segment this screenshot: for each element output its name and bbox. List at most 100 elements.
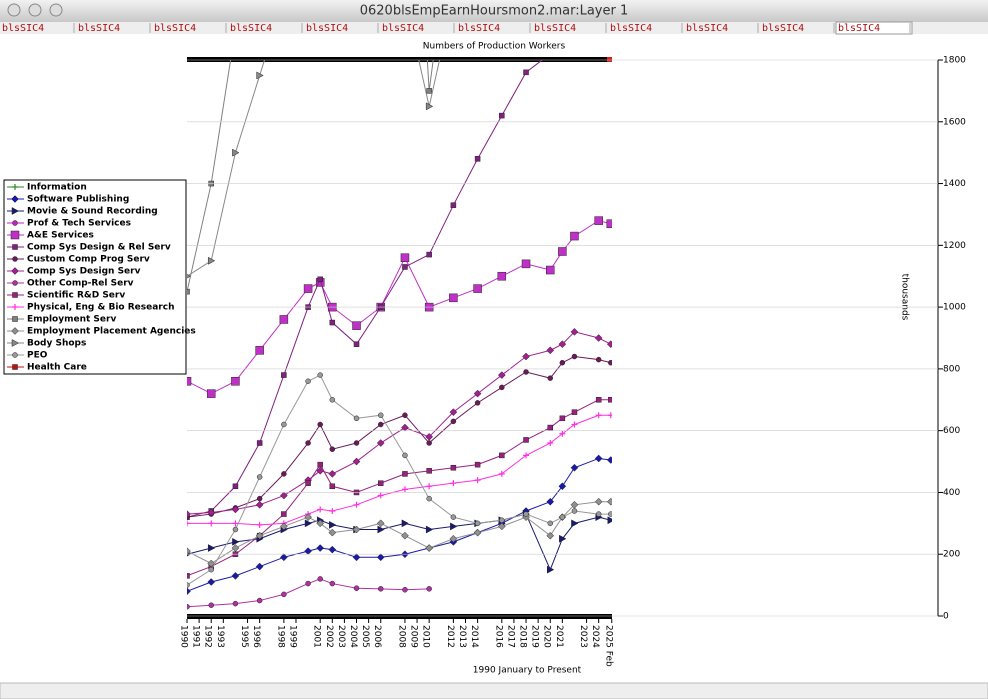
marker <box>559 359 566 366</box>
marker <box>499 112 505 119</box>
marker <box>12 220 18 226</box>
y-tick-label: 200 <box>943 550 960 560</box>
marker <box>329 483 336 490</box>
marker <box>187 376 192 386</box>
x-tick-label: 2001 <box>312 625 322 648</box>
marker <box>377 480 384 486</box>
marker <box>329 580 336 587</box>
tab-label[interactable]: blsSIC4 <box>534 23 576 34</box>
marker <box>232 483 239 490</box>
x-tick-label: 2012 <box>445 625 455 648</box>
close-button[interactable] <box>7 3 21 17</box>
marker <box>426 468 432 474</box>
tab-label[interactable]: blsSIC4 <box>78 23 120 34</box>
title-bar <box>0 0 988 22</box>
legend-label: Comp Sys Design Serv <box>27 267 141 277</box>
legend-label: Employment Serv <box>27 315 116 325</box>
x-tick-label: 2005 <box>360 625 370 648</box>
legend-label: Employment Placement Agencies <box>27 327 196 337</box>
minimize-button[interactable] <box>28 3 42 17</box>
marker <box>559 430 566 437</box>
x-tick-label: 2004 <box>348 625 358 648</box>
legend-label: Scientific R&D Serv <box>27 291 125 301</box>
legend-label: Custom Comp Prog Serv <box>27 255 150 265</box>
marker <box>521 259 531 269</box>
marker <box>608 397 612 403</box>
marker <box>474 461 481 468</box>
marker <box>377 586 384 592</box>
marker <box>546 497 555 506</box>
marker <box>353 501 360 508</box>
marker <box>329 397 336 403</box>
marker <box>305 480 311 486</box>
plot-area <box>187 60 612 610</box>
marker <box>304 519 313 528</box>
marker <box>402 586 408 593</box>
marker <box>426 495 432 502</box>
marker <box>187 510 191 518</box>
marker <box>12 292 18 298</box>
y-axis-label: thousands <box>900 274 910 321</box>
marker <box>256 521 263 528</box>
tab-label[interactable]: blsSIC4 <box>382 23 424 34</box>
series-line <box>187 60 543 518</box>
marker <box>595 397 602 403</box>
x-tick-label: 2008 <box>396 625 406 648</box>
zoom-button[interactable] <box>49 3 63 17</box>
tab-label[interactable]: blsSIC4 <box>306 23 348 34</box>
marker <box>499 452 505 459</box>
marker <box>187 520 190 527</box>
marker <box>207 256 216 265</box>
marker <box>594 216 603 225</box>
marker <box>523 369 529 375</box>
marker <box>402 412 408 418</box>
top-band <box>187 57 612 62</box>
marker <box>499 384 505 391</box>
marker <box>559 415 566 422</box>
marker <box>558 482 567 491</box>
marker <box>376 553 385 562</box>
top-band-marker <box>607 57 612 62</box>
tab-label[interactable]: blsSIC4 <box>2 23 44 34</box>
marker <box>425 432 434 441</box>
marker <box>449 293 458 303</box>
marker <box>317 576 323 582</box>
marker <box>231 376 240 386</box>
tab-label[interactable]: blsSIC4 <box>154 23 196 34</box>
y-tick-label: 1400 <box>943 179 966 189</box>
x-tick-label: 1998 <box>275 625 285 648</box>
series-line <box>187 399 611 577</box>
marker <box>329 520 337 529</box>
tab-label[interactable]: blsSIC4 <box>686 23 728 34</box>
x-tick-label: 1996 <box>251 625 261 648</box>
legend-label: Comp Sys Design & Rel Serv <box>27 243 171 253</box>
marker <box>353 415 360 422</box>
marker <box>497 522 506 531</box>
x-tick-label: 2020 <box>542 625 552 648</box>
tab-label[interactable]: blsSIC4 <box>762 23 804 34</box>
tab-label[interactable]: blsSIC4 <box>610 23 652 34</box>
x-tick-label: 2024 <box>590 625 600 648</box>
marker <box>545 265 555 275</box>
marker <box>255 500 264 509</box>
marker <box>571 519 579 528</box>
marker <box>474 400 481 406</box>
tab-label[interactable]: blsSIC4 <box>838 23 880 34</box>
marker <box>449 408 458 416</box>
x-tick-label: 2016 <box>493 625 503 648</box>
marker <box>11 195 19 203</box>
tab-label[interactable]: blsSIC4 <box>230 23 272 34</box>
y-tick-label: 0 <box>943 612 949 622</box>
tab-bar <box>0 22 988 34</box>
y-tick-label: 400 <box>943 488 960 498</box>
y-tick-label: 1000 <box>943 303 966 313</box>
marker <box>608 359 612 366</box>
marker <box>571 409 578 415</box>
marker <box>377 412 384 418</box>
y-tick-label: 800 <box>943 364 960 374</box>
marker <box>281 511 287 517</box>
marker <box>546 346 555 355</box>
tab-label[interactable]: blsSIC4 <box>458 23 500 34</box>
marker <box>547 520 553 527</box>
marker <box>231 544 240 552</box>
